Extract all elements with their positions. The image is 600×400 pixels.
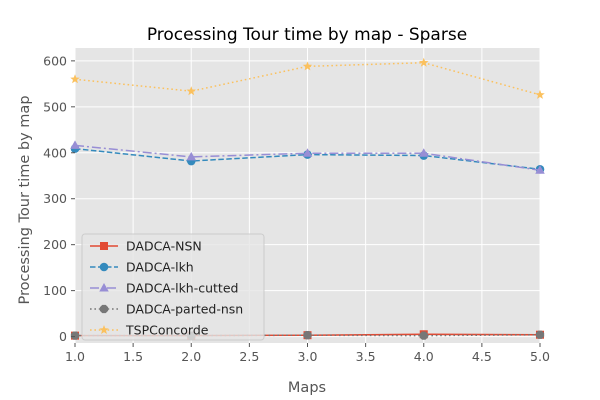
- y-tick-label: 400: [43, 145, 67, 160]
- series-tspconcorde: [70, 57, 545, 99]
- y-tick-label: 600: [43, 53, 67, 68]
- data-point-marker: [302, 61, 313, 71]
- data-point-marker: [70, 140, 80, 149]
- axes: 1.0 1.5 2.0 2.5 3.0 3.5 4.0 4.5 5.0 0 100 200 300 400…: [43, 53, 550, 364]
- y-tick-label: 300: [43, 191, 67, 206]
- legend: DADCA-NSN DADCA-lkh DADCA-lkh-cutted DADCA-…: [81, 233, 265, 341]
- data-point-marker: [186, 151, 196, 161]
- legend-marker: [99, 262, 109, 272]
- legend-item: DADCA-parted-nsn: [90, 302, 243, 317]
- legend-item: TSPConcorde: [90, 323, 209, 338]
- x-axis-label: Maps: [288, 380, 326, 396]
- x-tick-label: 2.0: [181, 349, 201, 364]
- series-line: [75, 333, 541, 337]
- data-point-marker: [303, 331, 312, 340]
- legend-item: DADCA-lkh-cutted: [90, 281, 238, 296]
- y-tick-label: 0: [59, 329, 67, 344]
- data-point-marker: [186, 86, 197, 96]
- data-point-marker: [535, 330, 545, 339]
- legend-label: DADCA-parted-nsn: [126, 302, 243, 317]
- x-tick-label: 4.5: [472, 349, 492, 364]
- legend-marker: [99, 283, 109, 292]
- data-point-marker: [302, 148, 313, 157]
- y-tick-label: 100: [43, 283, 67, 298]
- chart-title: Processing Tour time by map - Sparse: [147, 25, 467, 45]
- legend-marker: [100, 242, 108, 250]
- legend-marker: [99, 325, 109, 335]
- legend-label: DADCA-lkh: [126, 260, 194, 275]
- data-point-marker: [535, 89, 545, 99]
- x-tick-label: 1.0: [65, 349, 85, 364]
- legend-box: [81, 233, 265, 341]
- series-line: [74, 61, 541, 96]
- series-dadca-lkh-cutted: [70, 140, 545, 174]
- x-tick-label: 1.5: [123, 349, 143, 364]
- x-tick-label: 4.0: [414, 349, 434, 364]
- x-tick-label: 5.0: [530, 349, 550, 364]
- x-tick-label: 2.5: [239, 349, 259, 364]
- data-point-marker: [419, 148, 429, 157]
- legend-label: DADCA-NSN: [126, 239, 202, 254]
- data-point-marker: [418, 57, 429, 67]
- data-point-marker: [70, 331, 80, 340]
- data-point-marker: [535, 165, 545, 174]
- x-tick-label: 3.5: [356, 349, 376, 364]
- legend-marker: [99, 304, 109, 314]
- y-tick-label: 200: [43, 237, 67, 252]
- x-tick-label: 3.0: [298, 349, 318, 364]
- data-point-marker: [70, 74, 80, 84]
- legend-label: TSPConcorde: [125, 323, 209, 338]
- legend-item: DADCA-NSN: [90, 239, 202, 254]
- legend-label: DADCA-lkh-cutted: [126, 281, 238, 296]
- legend-item: DADCA-lkh: [90, 260, 194, 275]
- data-point-marker: [419, 331, 428, 340]
- y-tick-label: 500: [43, 99, 67, 114]
- y-axis-label: Processing Tour time by map: [17, 95, 33, 304]
